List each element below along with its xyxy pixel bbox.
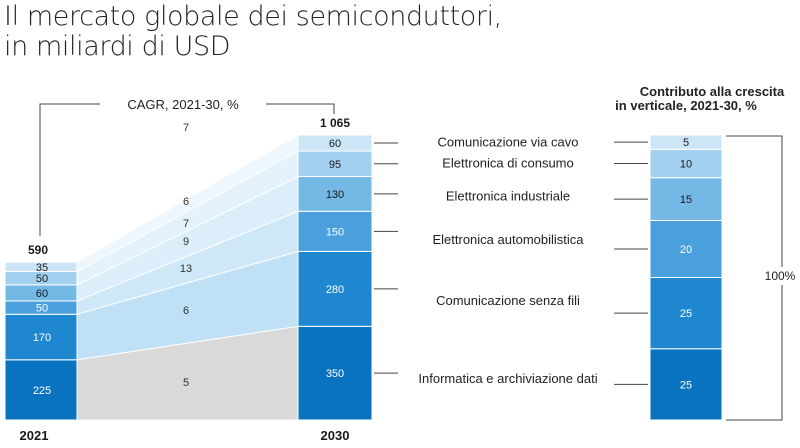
bar-segment-2030 xyxy=(297,210,373,252)
data-label-2030: 280 xyxy=(326,284,344,296)
series-legend-label: Comunicazione via cavo xyxy=(438,135,579,150)
contribution-label: 20 xyxy=(680,244,692,256)
bar-segment-2030 xyxy=(297,325,373,421)
category-label-2030: 2030 xyxy=(321,428,350,443)
series-legend-label: Comunicazione senza fili xyxy=(436,293,580,308)
contribution-segment xyxy=(649,177,723,221)
contribution-total-bg xyxy=(763,267,797,285)
contribution-label: 5 xyxy=(683,137,689,149)
bar-segment-2021 xyxy=(4,359,78,421)
data-label-2030: 150 xyxy=(326,226,344,238)
total-label-2021: 590 xyxy=(28,243,48,257)
series-legend-label: Elettronica automobilistica xyxy=(432,232,584,247)
contribution-segment xyxy=(649,220,723,278)
contribution-title-line-2: in verticale, 2021-30, % xyxy=(615,98,757,113)
contribution-segment xyxy=(649,277,723,350)
contribution-label: 15 xyxy=(680,194,692,206)
cagr-label: CAGR, 2021-30, % xyxy=(127,97,239,112)
bar-segment-2021 xyxy=(4,313,78,361)
contribution-label: 25 xyxy=(680,308,692,320)
total-label-2030: 1 065 xyxy=(320,116,350,130)
cagr-value-label: 6 xyxy=(183,196,189,208)
category-label-2021: 2021 xyxy=(20,428,49,443)
overall-cagr-label: 7 xyxy=(183,122,189,134)
contribution-segment xyxy=(649,134,723,150)
chart-title-line-2: in miliardi di USD xyxy=(4,31,231,62)
contribution-total-label: 100% xyxy=(765,269,796,283)
chart-title: Il mercato globale dei semiconduttori, i… xyxy=(4,2,502,62)
data-label-2030: 130 xyxy=(326,189,344,201)
labels: CAGR, 2021-30, % 7 Contributo alla cresc… xyxy=(20,84,797,443)
data-label-2021: 225 xyxy=(33,385,51,397)
data-label-2030: 60 xyxy=(329,138,341,150)
data-label-2030: 350 xyxy=(326,368,344,380)
bars xyxy=(4,134,723,421)
cagr-bracket-right xyxy=(266,103,335,114)
cagr-value-label: 7 xyxy=(183,218,189,230)
bar-segment-2030 xyxy=(297,134,373,152)
cagr-bracket-left xyxy=(39,103,100,236)
series-legend-label: Informatica e archiviazione dati xyxy=(418,371,597,386)
cagr-value-label: 5 xyxy=(183,377,189,389)
contribution-title-line-1: Contributo alla crescita xyxy=(640,84,785,99)
data-label-2021: 50 xyxy=(36,303,48,315)
data-label-2021: 35 xyxy=(36,262,48,274)
contribution-label: 10 xyxy=(680,159,692,171)
chart-title-line-1: Il mercato globale dei semiconduttori, xyxy=(4,1,502,32)
data-label-2021: 60 xyxy=(36,288,48,300)
cagr-value-label: 13 xyxy=(180,263,192,275)
contribution-segment xyxy=(649,348,723,421)
data-label-2021: 50 xyxy=(36,273,48,285)
bar-segment-2030 xyxy=(297,250,373,327)
cagr-value-label: 6 xyxy=(183,305,189,317)
data-label-2021: 170 xyxy=(33,332,51,344)
contribution-label: 25 xyxy=(680,379,692,391)
bar-segment-2030 xyxy=(297,150,373,177)
series-legend-label: Elettronica di consumo xyxy=(442,156,574,171)
series-legend-label: Elettronica industriale xyxy=(446,188,570,203)
data-label-2030: 95 xyxy=(329,159,341,171)
cagr-value-label: 9 xyxy=(183,236,189,248)
bar-segment-2021 xyxy=(4,261,78,272)
